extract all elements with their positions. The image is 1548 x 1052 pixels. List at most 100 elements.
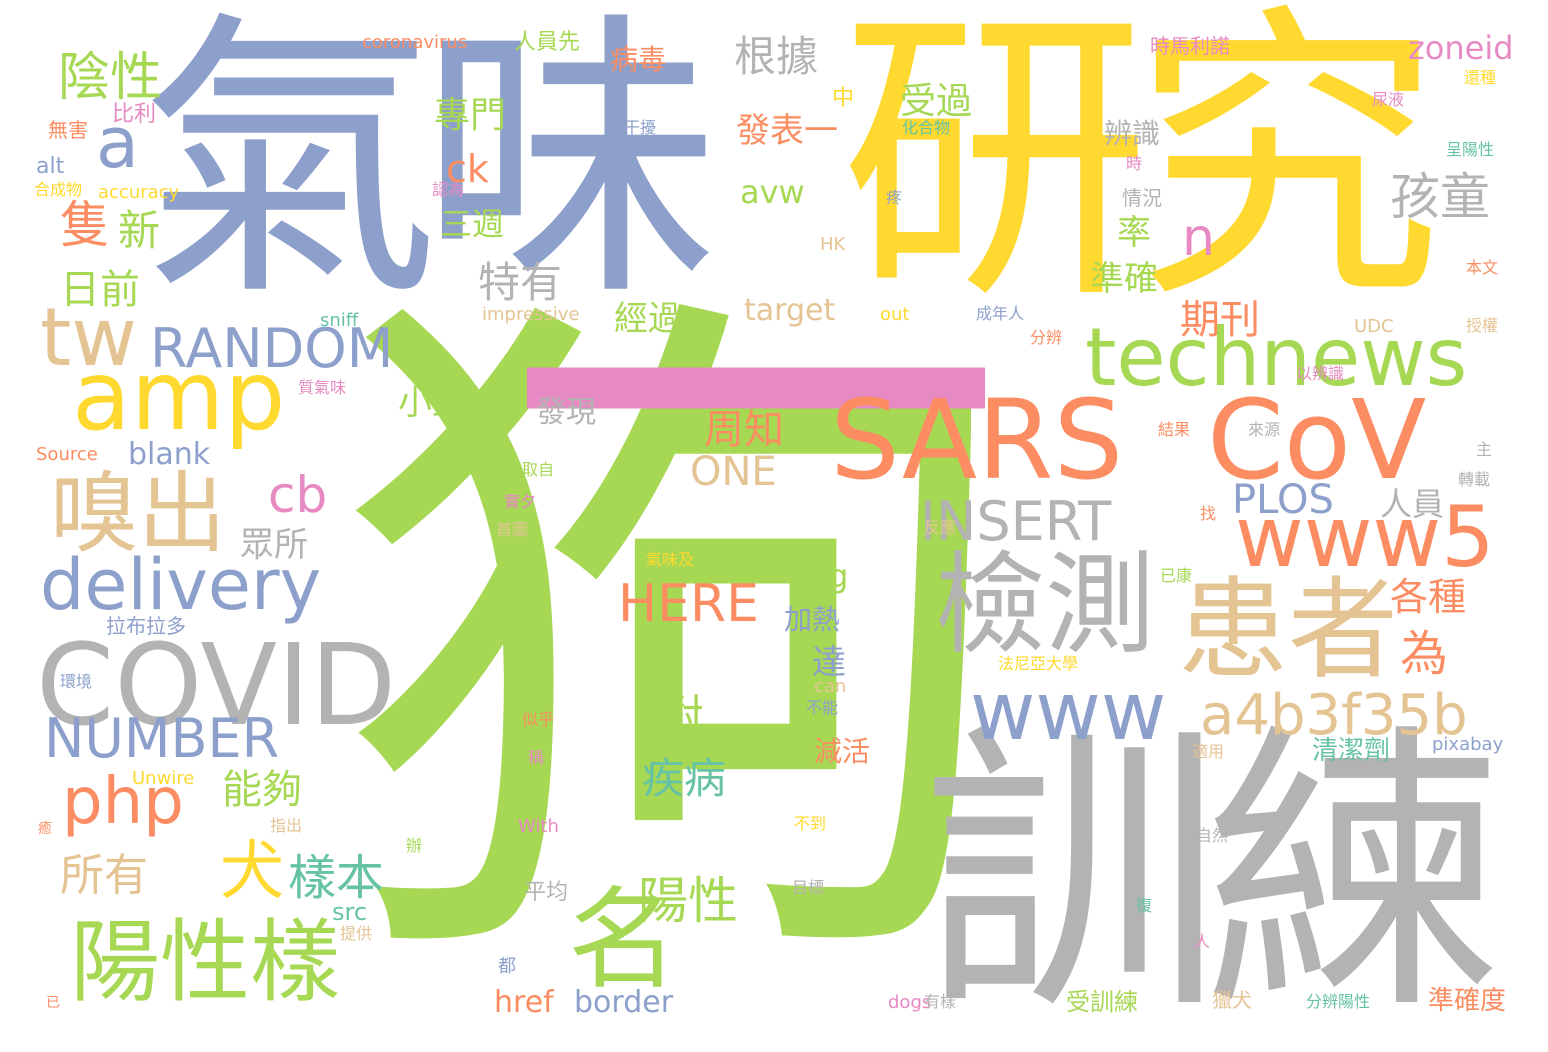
word-qingkuang: 情況 (1122, 186, 1162, 210)
word-niaoye: 尿液 (1372, 90, 1405, 109)
word-chengnianren: 成年人 (976, 304, 1025, 323)
word-avw: avw (740, 173, 805, 211)
word-huanjing: 環境 (60, 672, 93, 691)
word-www5: www5 (1235, 488, 1495, 586)
word-can: can (814, 676, 847, 697)
word-n: n (1182, 208, 1215, 268)
word-plos: PLOS (1232, 477, 1334, 523)
word-xunlian: 訓練 (922, 700, 1504, 1049)
word-yinxing: 陰性 (58, 48, 163, 108)
word-nenggou: 能夠 (222, 767, 302, 813)
word-yu: 癒 (38, 821, 52, 837)
word-fenbian: 分辨 (1030, 328, 1063, 347)
word-alt: alt (36, 154, 65, 179)
word-zhongsuo: 眾所 (240, 525, 308, 565)
word-target: target (744, 293, 836, 328)
word-shouquan: 授權 (1466, 316, 1499, 335)
word-xiuchu: 嗅出 (50, 462, 227, 565)
word-sanzhou: 三週 (440, 205, 505, 243)
word-shimaline: 時馬利諾 (1150, 34, 1230, 58)
word-quan: 犬 (220, 835, 284, 909)
word-fenbianyangxing: 分辨陽性 (1306, 992, 1371, 1011)
word-blank: blank (128, 437, 211, 472)
word-www: www (970, 665, 1167, 758)
word-href: href (494, 985, 554, 1020)
word-tigong: 提供 (340, 924, 373, 943)
word-technews: technews (1085, 311, 1468, 404)
word-fu: 復 (1136, 896, 1153, 915)
word-zhunque: 準確 (1090, 259, 1158, 299)
word-shi: 時 (1126, 154, 1143, 173)
word-shiyong: 適用 (1192, 742, 1225, 761)
word-qingjieji: 清潔劑 (1312, 736, 1391, 766)
word-hk: HK (820, 234, 846, 255)
word-with: With (518, 816, 559, 837)
word-dogs: dogs (888, 992, 932, 1013)
word-wei: 為 (1400, 626, 1449, 682)
word-qiweiji: 氣味及 (646, 550, 695, 569)
word-number: NUMBER (44, 707, 280, 770)
word-renwei: 認為 (432, 180, 465, 199)
word-ban: 辦 (406, 836, 423, 855)
word-php: php (62, 765, 184, 839)
word-accuracy: accuracy (98, 182, 180, 203)
word-sihu: 似乎 (522, 710, 555, 729)
word-qiwei: 氣味 (140, 0, 720, 336)
word-budao: 不到 (794, 814, 827, 833)
word-pixabay: pixabay (1432, 734, 1504, 755)
word-fanying: 反應 (924, 518, 957, 537)
word-yi: 一 (505, 119, 1005, 701)
word-impressive: impressive (482, 304, 580, 325)
word-faniyadaxue: 法尼亞大學 (998, 654, 1079, 673)
word-teng: 疼 (886, 188, 903, 207)
word-xin: 新 (118, 206, 161, 255)
word-jibing: 疾病 (642, 754, 727, 803)
word-udc: UDC (1354, 316, 1394, 337)
word-zhuanmen: 專門 (434, 95, 507, 136)
word-amp: amp (72, 340, 286, 452)
word-ck: ck (446, 147, 489, 191)
word-zhichu: 指出 (270, 816, 303, 835)
word-gou: 狗 (330, 243, 1020, 1046)
word-faxian: 發現 (536, 395, 596, 430)
word-genju: 根據 (734, 32, 819, 81)
word-yangxingyang: 陽性樣 (70, 910, 340, 1015)
word-yikang: 已康 (1160, 566, 1193, 585)
word-xiaoxing: 小型 (398, 383, 466, 423)
word-huahewu: 化合物 (902, 118, 951, 137)
word-yanjiu: 研究 (840, 0, 1442, 341)
word-zhouzhi: 周知 (704, 407, 784, 453)
word-zoneid: zoneid (1408, 29, 1514, 67)
word-lv: 率 (1117, 213, 1151, 253)
word-insert: INSERT (920, 490, 1112, 553)
word-one: ONE (690, 449, 777, 495)
word-cb: cb (268, 466, 328, 524)
word-img: img (788, 557, 849, 595)
word-qikan: 期刊 (1180, 297, 1260, 343)
word-shouguo: 受過 (900, 81, 973, 122)
word-src: src (332, 898, 368, 926)
word-yangben: 樣本 (288, 850, 385, 906)
word-huanzhong: 還種 (1464, 68, 1497, 87)
word-benwen: 本文 (1466, 258, 1499, 277)
word-huanzhe: 患者 (1178, 566, 1398, 694)
word-jingguo: 經過 (614, 299, 682, 339)
word-yangxing: 陽性 (638, 872, 738, 930)
word-suoyou: 所有 (60, 850, 148, 901)
word-zhong: 中 (832, 86, 855, 111)
word-mubiao: 目標 (792, 878, 825, 897)
word-laiyuan: 來源 (1248, 420, 1281, 439)
word-liequan: 獵犬 (1212, 988, 1252, 1012)
word-a: a (96, 102, 139, 184)
word-zhunquedu: 準確度 (1428, 986, 1507, 1016)
word-bingdu: 病毒 (610, 43, 667, 76)
word-shixi: 實夕 (504, 492, 537, 511)
word-source: Source (36, 444, 98, 465)
word-youyang: 有樣 (924, 992, 957, 1011)
word-cov: CoV (1207, 376, 1427, 504)
word-buneng: 不能 (806, 698, 839, 717)
word-zhao: 找 (1200, 504, 1217, 523)
word-riqian: 日前 (60, 267, 140, 313)
word-pingjun: 平均 (524, 880, 569, 905)
